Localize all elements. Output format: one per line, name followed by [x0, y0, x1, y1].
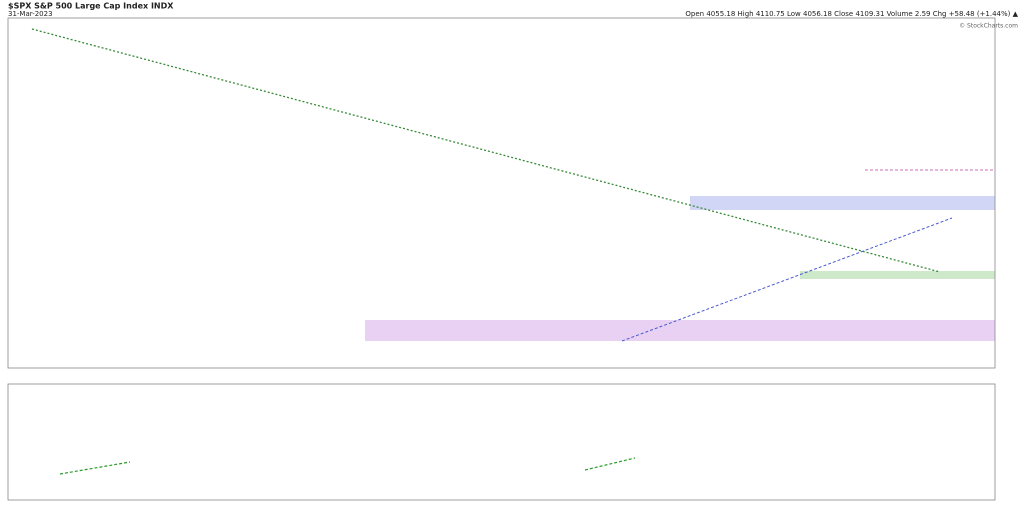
chart-date: 31-Mar-2023: [8, 10, 53, 18]
copyright: © StockCharts.com: [959, 23, 1018, 30]
uptrend-line: [621, 217, 953, 342]
trendlines: [31, 28, 995, 475]
divergence-line: [59, 461, 131, 475]
support-zone: [800, 271, 995, 279]
zones: [365, 196, 995, 341]
quote: Open 4055.18 High 4110.75 Low 4056.18 Cl…: [685, 10, 1018, 18]
rsi-frame: [7, 383, 996, 501]
resistance-zone: [690, 196, 995, 210]
price-frame: [7, 17, 996, 369]
downtrend-line: [31, 28, 941, 273]
support-zone: [365, 320, 995, 341]
divergence-line: [584, 457, 636, 471]
chart-title: $SPX S&P 500 Large Cap Index INDX: [8, 2, 174, 11]
